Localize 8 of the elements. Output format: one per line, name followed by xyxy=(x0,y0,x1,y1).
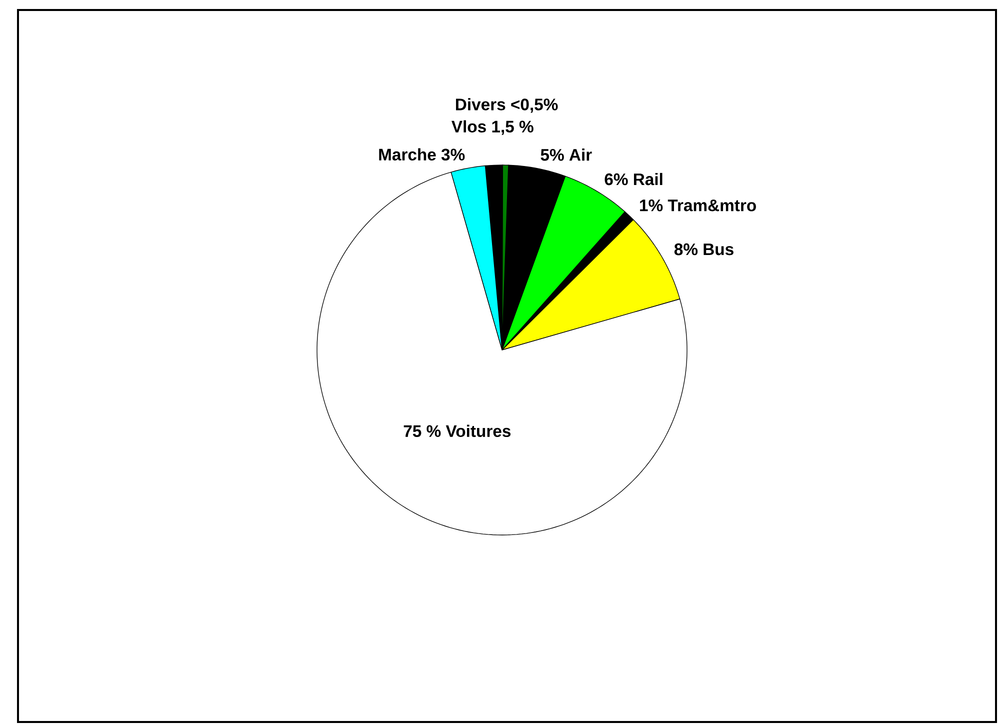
slice-label: 1% Tram&mtro xyxy=(640,200,756,212)
slice-label: 5% Air xyxy=(540,148,592,161)
slice-label: Divers <0,5% xyxy=(456,98,558,113)
slice-label: Marche 3% xyxy=(379,148,465,161)
slice-label: 8% Bus xyxy=(674,243,734,256)
slice-label: 75 % Voitures xyxy=(404,424,511,438)
slice-label: 6% Rail xyxy=(604,172,662,186)
slice-label: Vlos 1,5 % xyxy=(452,120,534,135)
